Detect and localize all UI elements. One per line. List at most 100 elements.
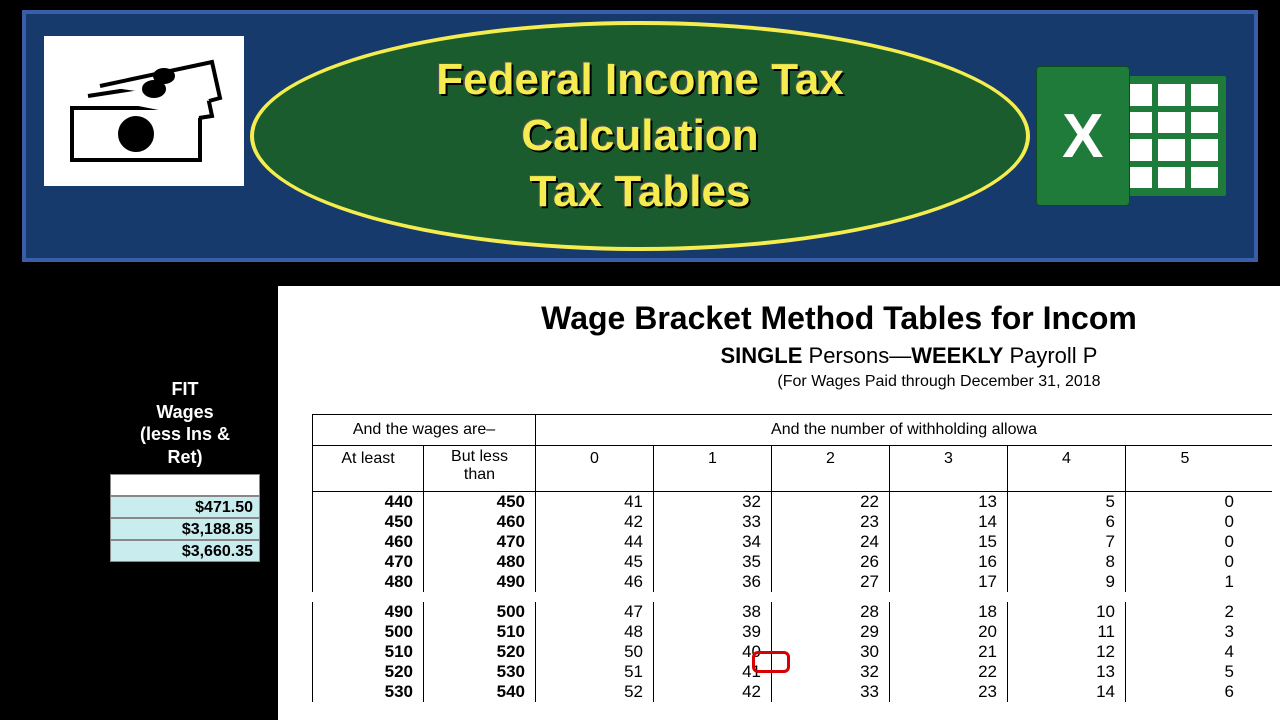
- table-row: 50051048392920113: [312, 622, 1272, 642]
- table-row: 4504604233231460: [312, 512, 1272, 532]
- cell-value: 20: [890, 622, 1008, 642]
- fit-hdr-4: Ret): [112, 446, 258, 469]
- cell-value: 5: [1126, 662, 1244, 682]
- cell-value: 32: [654, 492, 772, 512]
- cell-value: 0: [1126, 492, 1244, 512]
- cell-value: 4: [1126, 642, 1244, 662]
- cell-value: 7: [1008, 532, 1126, 552]
- title-text: Federal Income Tax Calculation Tax Table…: [436, 52, 844, 221]
- doc-title: Wage Bracket Method Tables for Incom: [278, 286, 1280, 337]
- doc-sub-suffix: Payroll P: [1003, 343, 1097, 368]
- doc-note: (For Wages Paid through December 31, 201…: [278, 369, 1280, 391]
- table-data: 4404504132221350450460423323146046047044…: [312, 492, 1272, 702]
- cell-atleast: 500: [312, 622, 424, 642]
- cell-value: 9: [1008, 572, 1126, 592]
- cell-value: 6: [1126, 682, 1244, 702]
- col-0: 0: [536, 446, 654, 491]
- cell-value: 40: [654, 642, 772, 662]
- fit-row: $471.50: [110, 496, 260, 518]
- cell-value: 13: [890, 492, 1008, 512]
- cell-value: 38: [654, 602, 772, 622]
- cell-value: 1: [1126, 572, 1244, 592]
- fit-hdr-3: (less Ins &: [112, 423, 258, 446]
- cell-atleast: 520: [312, 662, 424, 682]
- title-line-2: Calculation: [436, 108, 844, 164]
- cell-value: 22: [772, 492, 890, 512]
- cell-value: 44: [536, 532, 654, 552]
- tax-table-document: Wage Bracket Method Tables for Incom SIN…: [278, 286, 1280, 720]
- col-5: 5: [1126, 446, 1244, 491]
- doc-sub-mid: Persons—: [802, 343, 911, 368]
- cell-atleast: 490: [312, 602, 424, 622]
- cell-value: 30: [772, 642, 890, 662]
- cell-butless: 540: [424, 682, 536, 702]
- cell-butless: 520: [424, 642, 536, 662]
- cell-butless: 500: [424, 602, 536, 622]
- cell-value: 45: [536, 552, 654, 572]
- col-butless-l1: But less: [451, 448, 508, 465]
- doc-sub-single: SINGLE: [721, 343, 803, 368]
- cell-value: 48: [536, 622, 654, 642]
- cell-value: 41: [654, 662, 772, 682]
- cell-value: 5: [1008, 492, 1126, 512]
- fit-row: $3,660.35: [110, 540, 260, 562]
- tax-table: And the wages are– And the number of wit…: [312, 414, 1272, 702]
- col-butless-l2: than: [464, 466, 495, 483]
- cell-value: 15: [890, 532, 1008, 552]
- cell-value: 28: [772, 602, 890, 622]
- col-4: 4: [1008, 446, 1126, 491]
- cell-value: 17: [890, 572, 1008, 592]
- excel-grid-icon: [1118, 76, 1226, 196]
- cell-atleast: 480: [312, 572, 424, 592]
- col-but-less: But less than: [424, 446, 536, 491]
- cell-value: 33: [654, 512, 772, 532]
- cell-value: 22: [890, 662, 1008, 682]
- fit-blank-row: [110, 474, 260, 496]
- cell-value: 36: [654, 572, 772, 592]
- excel-icon: X: [1036, 51, 1226, 221]
- cell-atleast: 530: [312, 682, 424, 702]
- fit-wages-panel: FIT Wages (less Ins & Ret) $471.50 $3,18…: [110, 374, 260, 562]
- cell-value: 39: [654, 622, 772, 642]
- cell-value: 32: [772, 662, 890, 682]
- cell-value: 23: [772, 512, 890, 532]
- allowances-header: And the number of withholding allowa: [536, 415, 1272, 446]
- cell-butless: 460: [424, 512, 536, 532]
- cell-value: 27: [772, 572, 890, 592]
- table-row: 53054052423323146: [312, 682, 1272, 702]
- fit-hdr-2: Wages: [112, 401, 258, 424]
- cell-value: 3: [1126, 622, 1244, 642]
- table-header-row-2: At least But less than 0 1 2 3 4 5: [312, 446, 1272, 492]
- cell-value: 46: [536, 572, 654, 592]
- fit-wages-header: FIT Wages (less Ins & Ret): [110, 374, 260, 474]
- col-3: 3: [890, 446, 1008, 491]
- cell-butless: 510: [424, 622, 536, 642]
- table-row: 4604704434241570: [312, 532, 1272, 552]
- money-icon: [44, 36, 244, 186]
- cell-value: 52: [536, 682, 654, 702]
- title-line-1: Federal Income Tax: [436, 52, 844, 108]
- cell-value: 47: [536, 602, 654, 622]
- cell-value: 50: [536, 642, 654, 662]
- cell-value: 34: [654, 532, 772, 552]
- cell-value: 11: [1008, 622, 1126, 642]
- cell-butless: 470: [424, 532, 536, 552]
- cell-value: 51: [536, 662, 654, 682]
- cell-value: 12: [1008, 642, 1126, 662]
- cell-atleast: 470: [312, 552, 424, 572]
- table-row: 4704804535261680: [312, 552, 1272, 572]
- wages-header: And the wages are–: [312, 415, 536, 446]
- cell-value: 18: [890, 602, 1008, 622]
- fit-row: $3,188.85: [110, 518, 260, 540]
- cell-value: 2: [1126, 602, 1244, 622]
- cell-value: 8: [1008, 552, 1126, 572]
- cell-value: 13: [1008, 662, 1126, 682]
- table-row: 52053051413222135: [312, 662, 1272, 682]
- cell-value: 41: [536, 492, 654, 512]
- cell-value: 42: [536, 512, 654, 532]
- doc-subtitle: SINGLE Persons—WEEKLY Payroll P: [278, 337, 1280, 369]
- table-row: 49050047382818102: [312, 602, 1272, 622]
- cell-value: 26: [772, 552, 890, 572]
- cell-value: 35: [654, 552, 772, 572]
- cell-butless: 450: [424, 492, 536, 512]
